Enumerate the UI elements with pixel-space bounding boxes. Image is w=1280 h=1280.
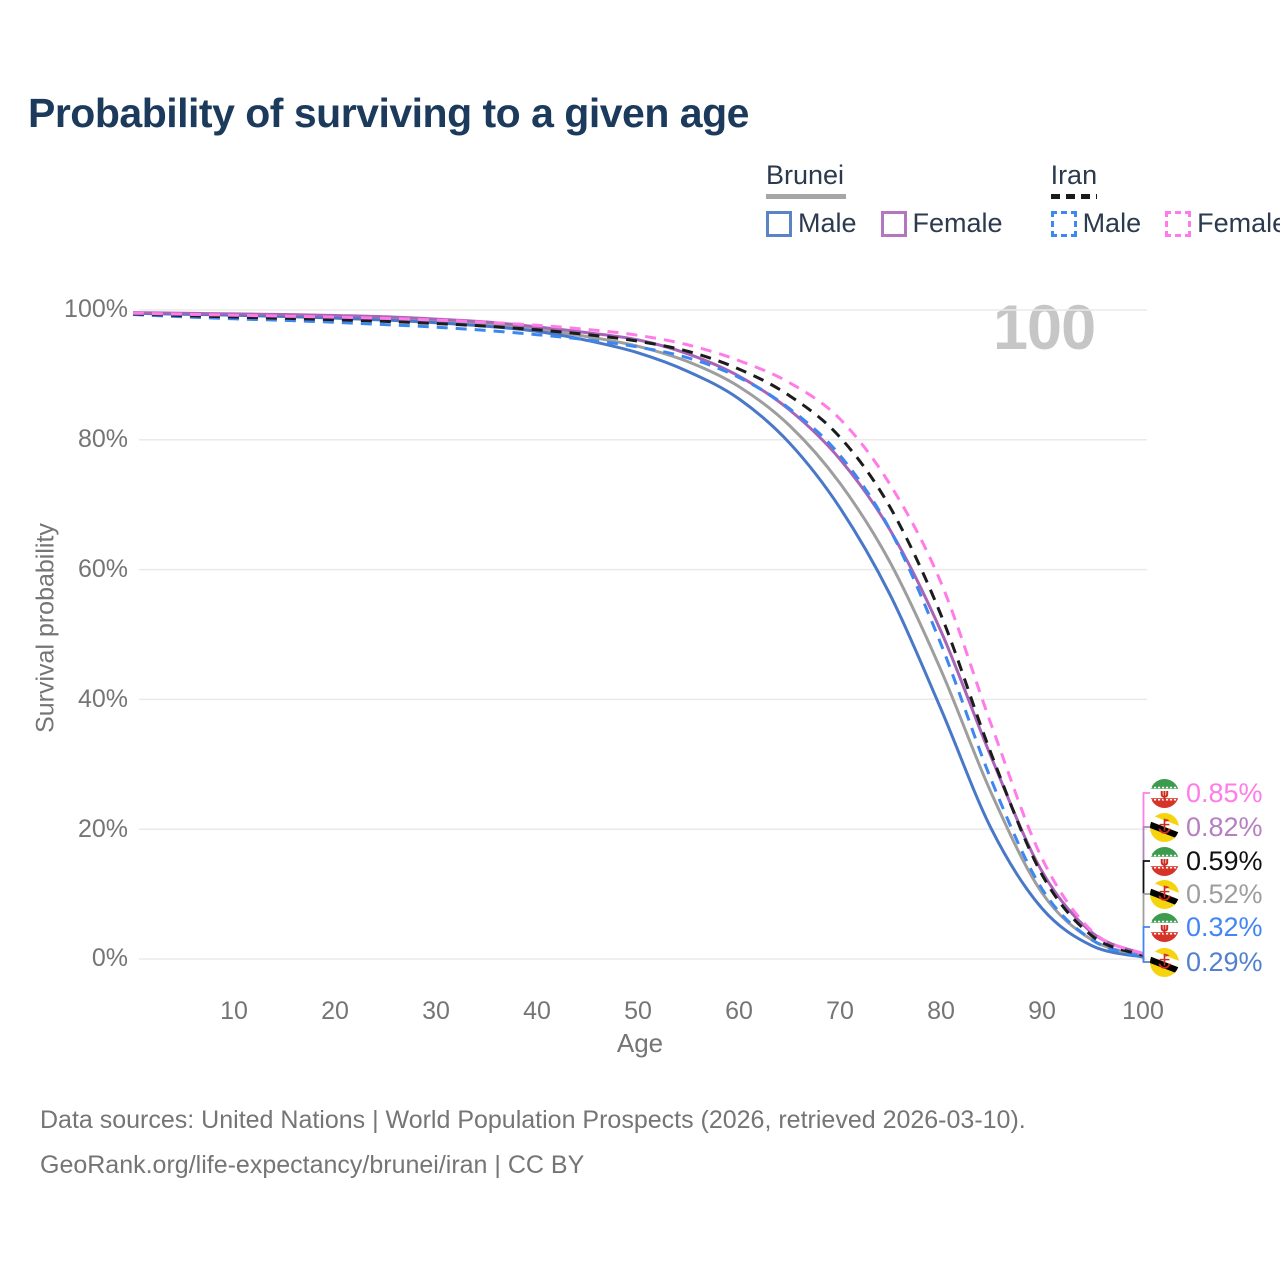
data-sources-line1: Data sources: United Nations | World Pop…	[40, 1106, 1026, 1134]
y-tick: 0%	[91, 944, 128, 972]
end-label-iran-male: 0.32%	[1150, 912, 1263, 942]
curve-brunei-male	[132, 311, 1144, 959]
x-tick: 10	[220, 997, 248, 1025]
legend-item-brunei-male[interactable]: Male	[766, 208, 857, 239]
x-tick: 50	[624, 997, 652, 1025]
legend-group-iran: Iran Male Female	[1050, 160, 1280, 239]
y-tick: 40%	[77, 685, 128, 713]
legend-label: Female	[912, 208, 1003, 238]
connector-iran-0.85%	[1142, 792, 1150, 827]
legend-label: Male	[1082, 208, 1142, 238]
x-tick: 20	[321, 997, 349, 1025]
x-tick: 60	[725, 997, 753, 1025]
y-tick: 60%	[77, 555, 128, 583]
end-label-value: 0.59%	[1186, 845, 1263, 876]
iran-flag-icon	[1150, 847, 1179, 876]
iran-flag-icon	[1150, 779, 1179, 808]
brunei-female-swatch	[880, 210, 907, 237]
iran-flag-icon	[1150, 913, 1179, 942]
end-label-value: 0.85%	[1186, 777, 1263, 808]
y-tick: 80%	[77, 425, 128, 453]
x-tick: 70	[826, 997, 854, 1025]
legend-item-iran-female[interactable]: Female	[1165, 208, 1280, 239]
brunei-flag-icon	[1150, 813, 1179, 842]
gridlines	[139, 309, 1147, 960]
curve-iran-male	[132, 313, 1144, 959]
iran-male-swatch	[1050, 210, 1077, 237]
end-label-iran-female: 0.85%	[1150, 778, 1263, 808]
age-watermark: 100	[993, 293, 1096, 363]
curve-iran-both	[132, 312, 1144, 957]
end-label-value: 0.52%	[1186, 878, 1263, 909]
x-tick: 100	[1122, 997, 1164, 1025]
end-label-iran-both: 0.59%	[1150, 846, 1263, 876]
x-tick: 90	[1028, 997, 1056, 1025]
x-tick: 40	[523, 997, 551, 1025]
end-label-brunei-male: 0.29%	[1150, 947, 1263, 977]
x-tick: 80	[927, 997, 955, 1025]
legend-label: Female	[1197, 208, 1280, 238]
legend-item-brunei-female[interactable]: Female	[880, 208, 1003, 239]
y-axis-title: Survival probability	[31, 523, 60, 733]
connector-brunei-0.52%	[1142, 893, 1150, 927]
end-label-value: 0.82%	[1186, 811, 1263, 842]
page-title: Probability of surviving to a given age	[28, 90, 749, 136]
curve-iran-female	[132, 311, 1144, 955]
connector-brunei-0.82%	[1142, 826, 1150, 861]
legend-group-brunei: Brunei Male Female	[766, 160, 1003, 239]
end-label-value: 0.32%	[1186, 911, 1263, 942]
legend-item-iran-male[interactable]: Male	[1050, 208, 1142, 239]
y-tick: 100%	[64, 295, 128, 323]
curves-layer	[132, 311, 1144, 959]
legend-group-brunei-title: Brunei	[766, 160, 845, 190]
x-axis-title: Age	[616, 1028, 664, 1058]
brunei-solid-line-swatch	[766, 194, 846, 199]
brunei-flag-icon	[1150, 948, 1179, 977]
end-label-value: 0.29%	[1186, 946, 1263, 977]
curve-brunei-female	[132, 311, 1144, 956]
iran-female-swatch	[1165, 210, 1192, 237]
brunei-male-swatch	[766, 210, 792, 237]
legend-group-iran-title: Iran	[1050, 160, 1098, 190]
connector-brunei-0.29%	[1142, 956, 1150, 963]
x-tick: 30	[422, 997, 450, 1025]
legend-label: Male	[798, 208, 857, 238]
y-tick: 20%	[77, 815, 128, 843]
curve-brunei-both	[132, 311, 1144, 958]
end-label-brunei-female: 0.82%	[1150, 812, 1263, 842]
brunei-flag-icon	[1150, 880, 1179, 909]
connector-iran-0.59%	[1142, 860, 1150, 894]
end-label-brunei-both: 0.52%	[1150, 879, 1263, 909]
iran-dashed-line-swatch	[1050, 194, 1097, 199]
data-sources-line2: GeoRank.org/life-expectancy/brunei/iran …	[40, 1151, 585, 1179]
data-sources: Data sources: United Nations | World Pop…	[40, 1098, 1026, 1188]
legend: Brunei Male Female Iran Male	[766, 160, 1280, 239]
connector-iran-0.32%	[1142, 926, 1150, 962]
connector-lines	[1142, 792, 1150, 963]
